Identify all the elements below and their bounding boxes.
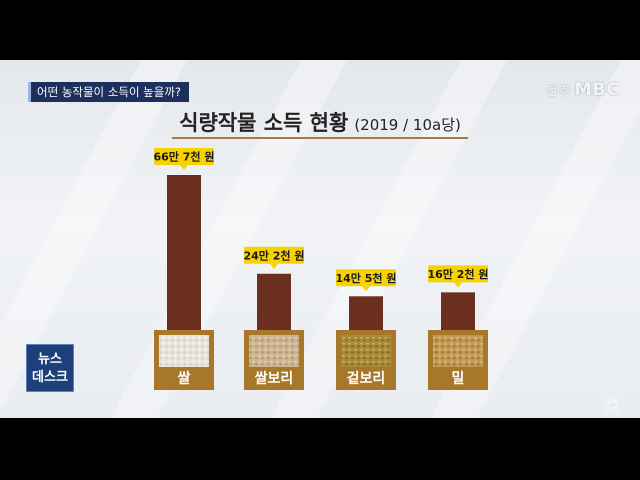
bar (349, 296, 383, 330)
grain-image (433, 335, 483, 367)
title-underline (172, 137, 468, 139)
value-label-pointer (270, 263, 278, 269)
category-label: 밀 (452, 371, 465, 387)
subscribe-line-2: 하기 (605, 406, 619, 414)
chart-slide: 어떤 농작물이 소득이 높을까? 전주 MBC 식량작물 소득 현황 (2019 /… (0, 60, 640, 418)
grain-image (159, 335, 209, 367)
bar (257, 273, 291, 330)
logo-brand: MBC (574, 80, 620, 100)
badge-line-1: 뉴스 (38, 352, 62, 367)
subscribe-button[interactable]: 구독 하기 (602, 398, 622, 414)
value-label: 66만 7천 원 (154, 150, 215, 164)
category-label: 쌀보리 (255, 370, 294, 387)
bar (441, 292, 475, 330)
badge-line-2: 데스크 (32, 370, 68, 385)
value-label: 24만 2천 원 (244, 248, 305, 262)
value-label-pointer (362, 286, 370, 292)
subscribe-line-1: 구독 (605, 398, 619, 406)
value-label-bg (336, 269, 396, 287)
chart-title: 식량작물 소득 현황 (179, 111, 349, 135)
grain-image (341, 335, 391, 367)
value-label-pointer (454, 282, 462, 288)
topic-banner: 어떤 농작물이 소득이 높을까? (28, 82, 190, 102)
category-label: 쌀 (178, 370, 191, 387)
value-label-bg (244, 246, 304, 264)
bar (167, 175, 201, 330)
value-label-pointer (180, 165, 188, 170)
grain-image (249, 335, 299, 367)
value-label-bg (154, 148, 214, 165)
chart-subtitle: (2019 / 10a당) (354, 116, 461, 134)
value-label: 16만 2천 원 (428, 267, 489, 281)
news-desk-badge: 뉴스 데스크 (26, 344, 74, 392)
category-label: 겉보리 (347, 371, 386, 387)
value-label: 14만 5천 원 (336, 271, 397, 285)
broadcaster-logo: 전주 MBC (547, 80, 620, 100)
value-label-bg (428, 265, 488, 283)
chart-title-row: 식량작물 소득 현황 (2019 / 10a당) (0, 107, 640, 137)
logo-region: 전주 (546, 84, 571, 98)
